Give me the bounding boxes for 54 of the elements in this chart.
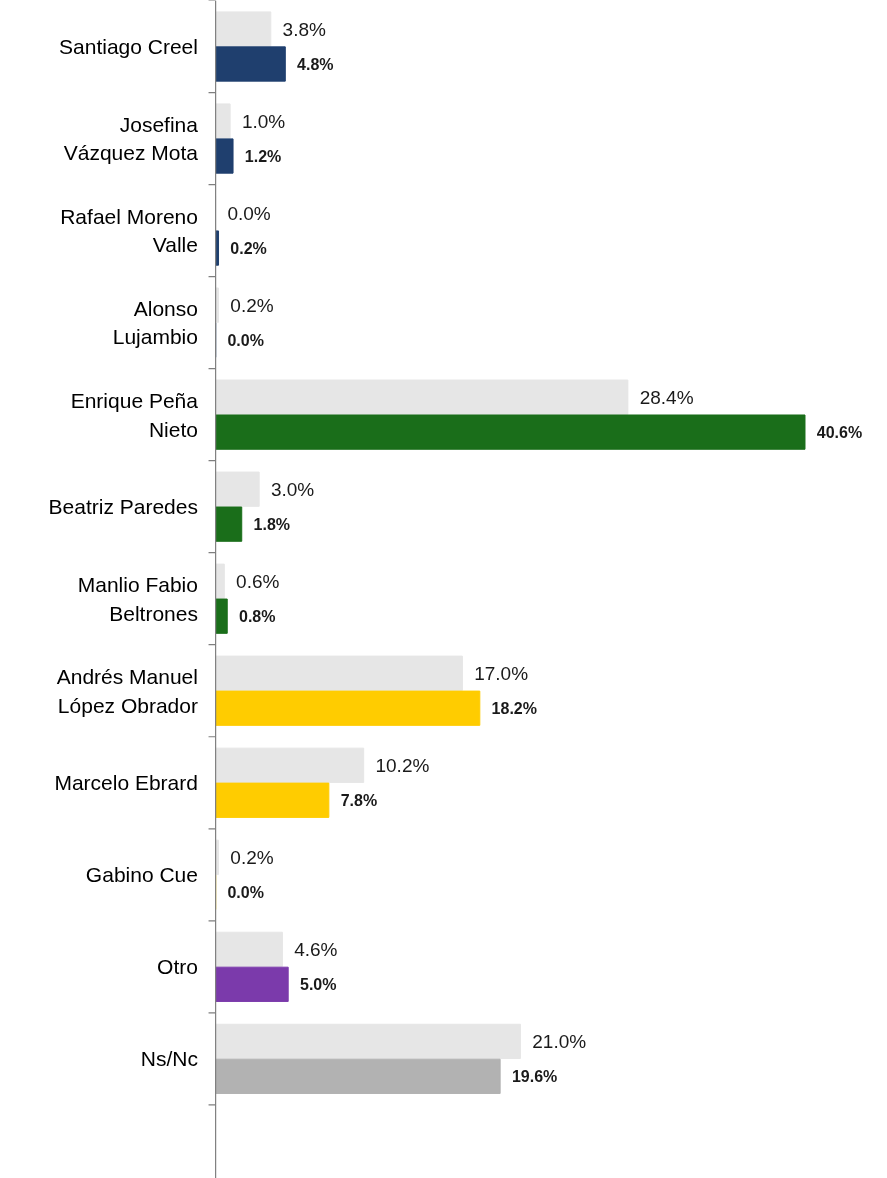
data-label: 0.2% (230, 846, 274, 868)
data-label: 19.6% (511, 1067, 558, 1085)
bar (215, 931, 283, 967)
bar (215, 471, 260, 507)
bar (215, 506, 243, 542)
y-tick-label: Andrés Manuel López Obrador (56, 664, 198, 717)
data-label: 0.2% (230, 239, 267, 257)
y-tick-label: Ns/Nc (140, 1047, 198, 1071)
y-tick-label: Marcelo Ebrard (54, 771, 198, 795)
data-label: 0.0% (227, 883, 264, 901)
bar (215, 690, 481, 726)
bar (215, 138, 234, 174)
data-label: 0.0% (227, 202, 271, 224)
y-tick-label: Beatriz Paredes (48, 495, 198, 519)
data-label: 10.2% (375, 754, 430, 776)
data-label: 5.0% (299, 975, 337, 993)
y-tick-label: Rafael Moreno Valle (60, 204, 198, 257)
data-label: 4.8% (297, 55, 334, 73)
bar (215, 563, 225, 599)
data-label: 4.6% (294, 938, 338, 960)
data-label: 18.2% (491, 699, 537, 717)
bar (215, 11, 272, 47)
data-label: 28.4% (639, 386, 694, 408)
y-tick-label: Enrique Peña Nieto (70, 388, 199, 441)
y-tick-label: Manlio Fabio Beltrones (77, 572, 198, 625)
data-label: 17.0% (474, 662, 529, 684)
bar (215, 782, 330, 818)
data-label: 1.8% (253, 515, 291, 533)
data-label: 7.8% (340, 791, 378, 809)
bar (215, 655, 463, 691)
bar (215, 379, 629, 415)
data-label: 1.2% (244, 147, 282, 165)
bar (215, 598, 228, 634)
data-label: 3.8% (282, 18, 326, 40)
data-label: 0.0% (227, 331, 264, 349)
bar (215, 103, 231, 139)
bar (215, 747, 365, 783)
y-tick-label: Gabino Cue (85, 863, 198, 887)
data-label: 0.6% (236, 570, 280, 592)
data-label: 3.0% (270, 478, 315, 500)
data-label: 0.2% (230, 294, 274, 316)
bar (215, 1023, 521, 1060)
data-label: 21.0% (532, 1030, 587, 1052)
data-label: 40.6% (816, 423, 863, 441)
bar (215, 46, 286, 82)
bar (215, 966, 289, 1002)
bar (215, 414, 806, 450)
y-tick-label: Otro (157, 955, 198, 979)
y-tick-label: Josefina Vázquez Mota (63, 112, 199, 165)
y-tick-label: Santiago Creel (59, 35, 198, 59)
bar (215, 1058, 501, 1094)
data-label: 1.0% (241, 110, 286, 132)
y-tick-label: Alonso Lujambio (112, 296, 198, 349)
data-label: 0.8% (239, 607, 276, 625)
